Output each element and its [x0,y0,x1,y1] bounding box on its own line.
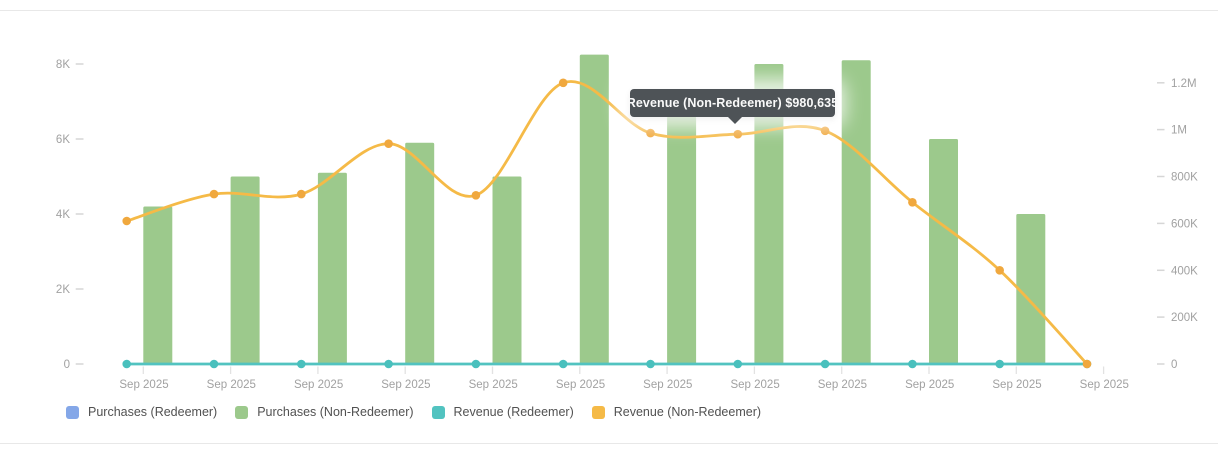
bar-purchases-non-redeemer[interactable] [1016,214,1046,364]
x-axis-label: Sep 2025 [1080,379,1129,391]
point-revenue-redeemer[interactable] [558,359,568,369]
legend-label: Revenue (Non-Redeemer) [613,405,762,419]
point-revenue-redeemer[interactable] [471,359,481,369]
point-revenue-non-redeemer[interactable] [209,189,219,199]
bar-purchases-non-redeemer[interactable] [230,176,260,365]
point-revenue-redeemer[interactable] [646,359,655,369]
bar-purchases-non-redeemer[interactable] [929,139,958,364]
point-revenue-non-redeemer[interactable] [122,216,131,226]
right-axis-tick-label: 200K [1171,312,1198,324]
left-axis-tick-label: 0 [64,359,70,371]
bar-purchases-non-redeemer[interactable] [754,64,784,364]
bar-purchases-non-redeemer[interactable] [579,54,609,364]
legend-label: Purchases (Non-Redeemer) [257,405,414,419]
x-axis-label: Sep 2025 [207,379,256,391]
right-axis-tick-label: 600K [1171,218,1198,230]
legend-marker-purchases-redeemer [66,405,79,419]
legend-item-purchases-redeemer[interactable]: Purchases (Redeemer) [66,405,217,419]
point-revenue-redeemer[interactable] [995,359,1004,369]
bar-purchases-non-redeemer[interactable] [492,176,522,365]
legend-marker-purchases-non-redeemer [235,405,249,419]
right-axis-tick-label: 0 [1171,359,1177,371]
x-axis-label: Sep 2025 [119,379,168,391]
legend-label: Purchases (Redeemer) [88,405,218,419]
bar-purchases-non-redeemer[interactable] [143,206,173,365]
legend-marker-revenue-non-redeemer [591,405,605,419]
left-axis-tick-label: 2K [56,284,70,296]
chart-legend: Purchases (Redeemer) Purchases (Non-Redee… [66,405,761,419]
point-revenue-non-redeemer[interactable] [646,128,655,138]
left-axis-tick-label: 6K [56,134,70,146]
point-revenue-redeemer[interactable] [209,359,219,369]
point-revenue-non-redeemer[interactable] [995,266,1004,275]
bar-purchases-non-redeemer[interactable] [317,172,347,365]
point-revenue-non-redeemer[interactable] [820,126,830,136]
point-revenue-redeemer[interactable] [820,359,830,369]
point-revenue-non-redeemer[interactable] [471,191,481,200]
right-axis-tick-label: 1.2M [1171,78,1197,90]
panel-bottom-border [0,443,1218,444]
legend-marker-revenue-redeemer [431,405,445,419]
point-revenue-redeemer[interactable] [384,359,393,369]
point-revenue-non-redeemer[interactable] [384,139,393,148]
x-axis-label: Sep 2025 [381,379,430,391]
bar-purchases-non-redeemer[interactable] [405,142,435,365]
panel-top-border [0,10,1218,11]
tooltip-arrow-icon [728,117,742,124]
x-axis-label: Sep 2025 [818,379,867,391]
right-axis-tick-label: 800K [1171,172,1198,184]
point-revenue-non-redeemer[interactable] [558,78,568,88]
legend-item-revenue-non-redeemer[interactable]: Revenue (Non-Redeemer) [591,405,762,419]
point-revenue-non-redeemer[interactable] [908,198,917,207]
x-axis-label: Sep 2025 [730,379,779,391]
x-axis-label: Sep 2025 [556,379,605,391]
x-axis-label: Sep 2025 [643,379,692,391]
chart-tooltip: Revenue (Non-Redeemer) $980,635 [627,89,838,124]
legend-item-purchases-non-redeemer[interactable]: Purchases (Non-Redeemer) [235,405,414,419]
bar-purchases-non-redeemer[interactable] [841,60,871,365]
legend-item-revenue-redeemer[interactable]: Revenue (Redeemer) [431,405,574,419]
left-axis-tick-label: 8K [56,59,70,71]
point-revenue-redeemer[interactable] [122,359,131,369]
right-axis-tick-label: 1M [1171,125,1187,137]
point-revenue-redeemer[interactable] [733,359,743,369]
x-axis-label: Sep 2025 [294,379,343,391]
right-axis-tick-label: 400K [1171,265,1198,277]
bar-purchases-non-redeemer[interactable] [667,116,697,365]
legend-label: Revenue (Redeemer) [453,405,574,419]
point-revenue-non-redeemer[interactable] [733,129,743,139]
point-revenue-redeemer[interactable] [908,359,917,369]
x-axis-label: Sep 2025 [992,379,1041,391]
point-revenue-redeemer[interactable] [297,359,306,369]
x-axis-label: Sep 2025 [469,379,518,391]
x-axis-label: Sep 2025 [905,379,954,391]
point-revenue-non-redeemer[interactable] [297,189,306,199]
tooltip-text: Revenue (Non-Redeemer) $980,635 [626,96,839,110]
left-axis-tick-label: 4K [56,209,70,221]
point-revenue-non-redeemer[interactable] [1082,359,1092,369]
